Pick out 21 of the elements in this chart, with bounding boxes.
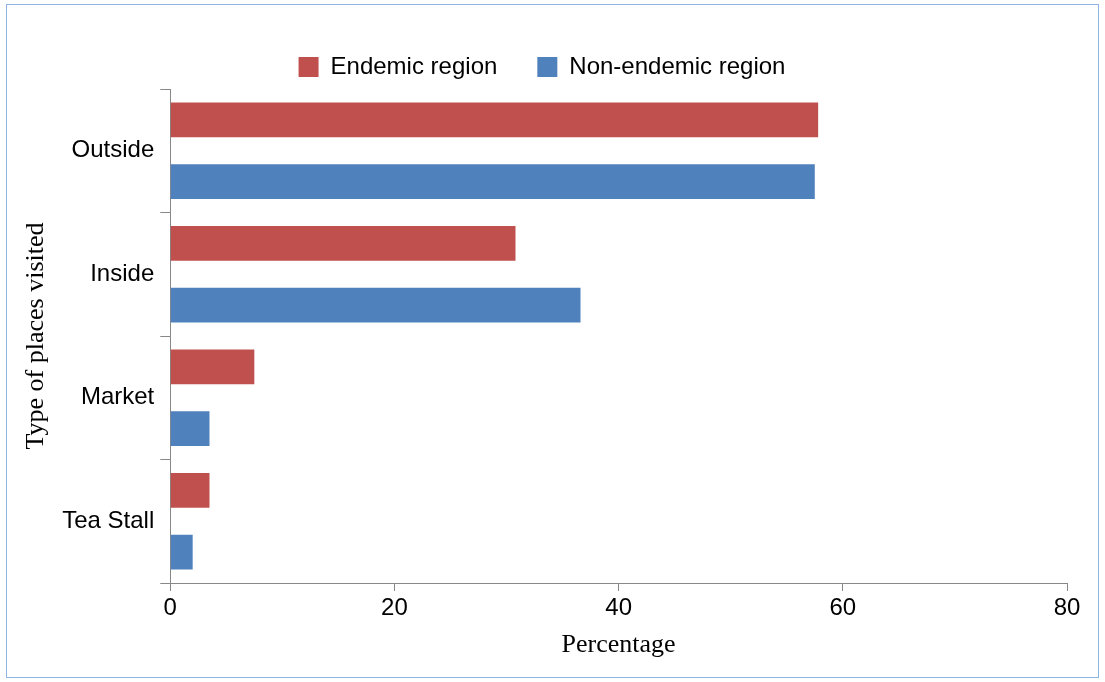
bar: [170, 473, 210, 508]
x-tick-label: 20: [381, 593, 408, 621]
bar: [170, 164, 815, 199]
bar: [170, 226, 516, 261]
x-axis-title: Percentage: [561, 629, 676, 659]
bar: [170, 349, 255, 385]
y-tick-label: Tea Stall: [62, 505, 155, 533]
legend-label: Non-endemic region: [569, 51, 786, 79]
y-axis-title: Type of places visited: [20, 222, 50, 450]
x-tick-label: 60: [829, 593, 857, 621]
x-tick-label: 40: [605, 593, 632, 621]
bar: [170, 411, 210, 446]
bar: [170, 534, 193, 570]
x-tick-label: 80: [1053, 593, 1081, 621]
y-tick-label: Inside: [90, 258, 155, 286]
x-tick-label: 0: [163, 593, 177, 621]
legend-label: Endemic region: [330, 51, 498, 79]
y-tick-label: Market: [80, 382, 155, 410]
bar: [170, 102, 819, 138]
y-tick-label: Outside: [71, 135, 155, 163]
bar: [170, 287, 581, 323]
